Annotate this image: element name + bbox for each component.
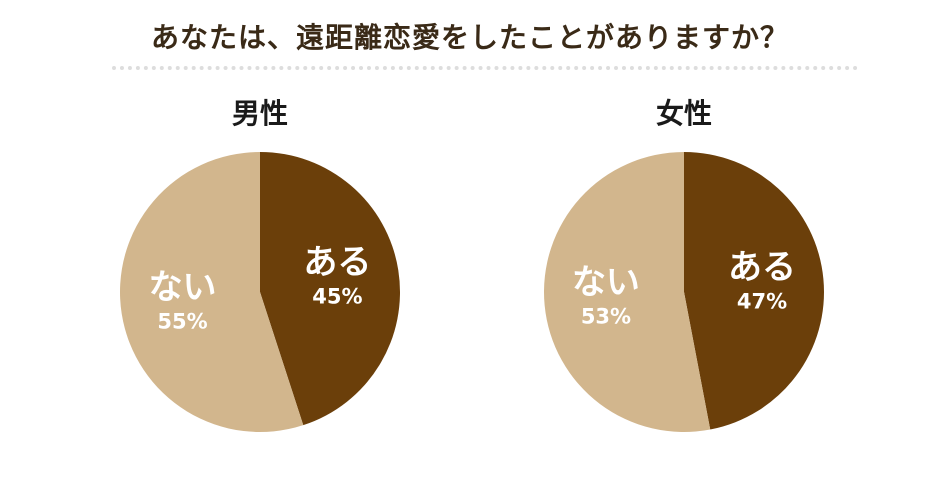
slice-label-female-yes: ある	[728, 248, 796, 288]
pie-title-male: 男性	[231, 97, 288, 130]
pie-chart-female: 女性 ある 47% ない 53%	[534, 90, 834, 450]
chart-title: あなたは、遠距離恋愛をしたことがありますか？	[150, 21, 789, 54]
slice-percent-female-no: 53%	[581, 304, 631, 328]
pie-slice-male-no	[120, 152, 304, 432]
slice-percent-female-yes: 47%	[737, 290, 787, 314]
pie-slice-male-yes	[260, 152, 400, 426]
slice-label-female-no: ない	[572, 262, 640, 302]
pie-slice-female-yes	[684, 152, 824, 430]
slice-percent-male-no: 55%	[157, 309, 207, 333]
slice-label-male-no: ない	[149, 267, 217, 307]
pie-chart-male: 男性 ある 45% ない 55%	[110, 90, 410, 450]
slice-label-male-yes: ある	[303, 243, 371, 283]
pie-slice-female-no	[543, 152, 711, 432]
pie-title-female: 女性	[655, 97, 712, 130]
slice-percent-male-yes: 45%	[312, 285, 362, 309]
title-divider	[112, 66, 858, 70]
